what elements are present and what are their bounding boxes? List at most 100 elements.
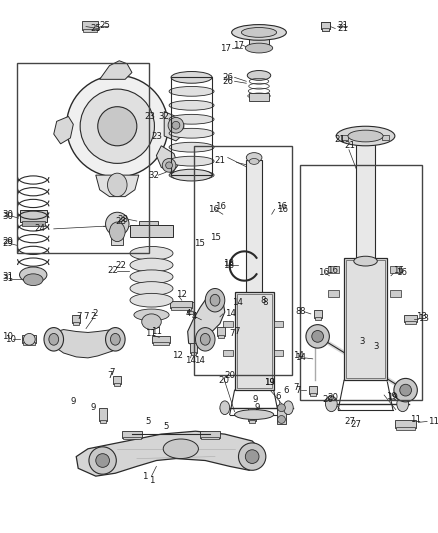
Polygon shape bbox=[49, 329, 122, 358]
Bar bbox=[310, 393, 316, 396]
Ellipse shape bbox=[130, 270, 173, 284]
Ellipse shape bbox=[278, 404, 286, 411]
Ellipse shape bbox=[168, 117, 184, 133]
Ellipse shape bbox=[245, 450, 259, 463]
Ellipse shape bbox=[283, 401, 293, 415]
Text: 20: 20 bbox=[328, 393, 339, 402]
Text: 17: 17 bbox=[220, 44, 231, 53]
Bar bbox=[346, 260, 385, 378]
Bar bbox=[314, 310, 321, 318]
Bar bbox=[82, 21, 98, 30]
Bar bbox=[200, 431, 220, 438]
Ellipse shape bbox=[205, 288, 225, 312]
Ellipse shape bbox=[210, 294, 220, 306]
Text: 5: 5 bbox=[163, 422, 169, 431]
Ellipse shape bbox=[130, 293, 173, 307]
Ellipse shape bbox=[49, 334, 59, 345]
Text: 3: 3 bbox=[373, 342, 379, 351]
Bar bbox=[190, 343, 197, 353]
Bar bbox=[249, 93, 269, 101]
Text: 21: 21 bbox=[344, 141, 355, 150]
Ellipse shape bbox=[162, 158, 176, 172]
Bar bbox=[140, 226, 157, 229]
Bar bbox=[187, 302, 194, 312]
Text: 13: 13 bbox=[418, 314, 429, 324]
Text: 19: 19 bbox=[387, 393, 398, 402]
Ellipse shape bbox=[98, 107, 137, 146]
Bar bbox=[20, 211, 47, 222]
Ellipse shape bbox=[348, 130, 383, 142]
Text: 25: 25 bbox=[100, 21, 111, 30]
Bar bbox=[277, 405, 286, 424]
Text: 20: 20 bbox=[225, 371, 236, 380]
Ellipse shape bbox=[169, 86, 214, 96]
Bar bbox=[246, 160, 262, 312]
Text: 16: 16 bbox=[276, 202, 286, 211]
Ellipse shape bbox=[354, 256, 377, 266]
Text: 26: 26 bbox=[223, 77, 234, 86]
Text: 30: 30 bbox=[2, 212, 13, 221]
Bar bbox=[72, 315, 80, 322]
Ellipse shape bbox=[89, 447, 117, 474]
Ellipse shape bbox=[247, 70, 271, 80]
Ellipse shape bbox=[278, 416, 286, 423]
Text: 7: 7 bbox=[293, 383, 299, 392]
Ellipse shape bbox=[169, 128, 214, 138]
Bar bbox=[139, 221, 158, 227]
Bar bbox=[188, 311, 193, 314]
Ellipse shape bbox=[169, 100, 214, 110]
Bar bbox=[249, 30, 269, 48]
Bar bbox=[111, 236, 123, 246]
Text: 8: 8 bbox=[262, 297, 268, 306]
Text: 8: 8 bbox=[260, 296, 265, 305]
Text: 22: 22 bbox=[115, 261, 126, 270]
Bar bbox=[17, 63, 148, 253]
Ellipse shape bbox=[67, 76, 168, 177]
Bar bbox=[396, 427, 415, 430]
Text: 4: 4 bbox=[186, 309, 191, 318]
Text: 16: 16 bbox=[208, 205, 219, 214]
Bar bbox=[390, 266, 401, 273]
Bar bbox=[274, 321, 283, 327]
Text: 11: 11 bbox=[410, 415, 421, 424]
Bar bbox=[170, 301, 191, 308]
Text: 8: 8 bbox=[300, 308, 305, 317]
Bar bbox=[22, 335, 36, 343]
Ellipse shape bbox=[142, 314, 161, 329]
Ellipse shape bbox=[130, 246, 173, 260]
Bar bbox=[194, 146, 292, 375]
Bar bbox=[122, 431, 142, 438]
Text: 22: 22 bbox=[107, 266, 119, 276]
Text: 3: 3 bbox=[360, 337, 365, 346]
Bar bbox=[73, 322, 79, 325]
Bar bbox=[404, 316, 417, 322]
Text: 18: 18 bbox=[223, 259, 234, 268]
Text: 16: 16 bbox=[215, 202, 226, 211]
Text: 11: 11 bbox=[428, 417, 438, 426]
Text: 28: 28 bbox=[115, 216, 126, 225]
Ellipse shape bbox=[235, 410, 274, 419]
Bar bbox=[321, 28, 329, 31]
Text: 14: 14 bbox=[185, 357, 196, 365]
Bar bbox=[321, 22, 330, 29]
Ellipse shape bbox=[172, 122, 180, 129]
Text: 14: 14 bbox=[293, 351, 304, 360]
Ellipse shape bbox=[169, 115, 214, 124]
Text: 8: 8 bbox=[295, 308, 300, 317]
Text: 6: 6 bbox=[276, 392, 281, 401]
Text: 12: 12 bbox=[173, 351, 184, 360]
Bar bbox=[171, 306, 191, 310]
Ellipse shape bbox=[106, 328, 125, 351]
Text: 32: 32 bbox=[148, 171, 159, 180]
Bar bbox=[300, 165, 422, 400]
Text: 15: 15 bbox=[194, 239, 205, 248]
Text: 20: 20 bbox=[322, 395, 334, 405]
Ellipse shape bbox=[169, 156, 214, 166]
Polygon shape bbox=[54, 117, 73, 144]
Text: 10: 10 bbox=[2, 332, 13, 341]
Ellipse shape bbox=[163, 439, 198, 458]
Bar bbox=[24, 342, 35, 345]
Ellipse shape bbox=[171, 71, 212, 83]
Text: 23: 23 bbox=[152, 132, 162, 141]
Ellipse shape bbox=[96, 454, 110, 467]
